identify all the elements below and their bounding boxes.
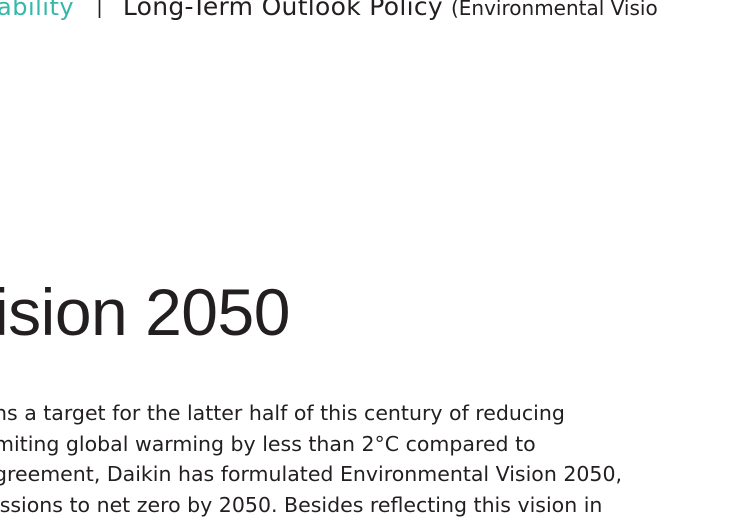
body-line: ns a target for the latter half of this … bbox=[0, 401, 565, 425]
body-line: miting global warming by less than 2°C c… bbox=[0, 431, 536, 456]
section-label: ability bbox=[0, 0, 75, 21]
header-title: Long-Term Outlook Policy bbox=[122, 0, 443, 21]
header-separator: | bbox=[96, 0, 103, 18]
page-heading: ision 2050 bbox=[0, 275, 290, 349]
body-line: issions to net zero by 2050. Besides ref… bbox=[0, 492, 603, 517]
body-paragraph: ns a target for the latter half of this … bbox=[0, 398, 752, 520]
body-line: greement, Daikin has formulated Environm… bbox=[0, 462, 623, 486]
header-subtitle: (Environmental Visio bbox=[450, 0, 658, 20]
page-header: ability | Long-Term Outlook Policy (Environ… bbox=[0, 0, 658, 25]
